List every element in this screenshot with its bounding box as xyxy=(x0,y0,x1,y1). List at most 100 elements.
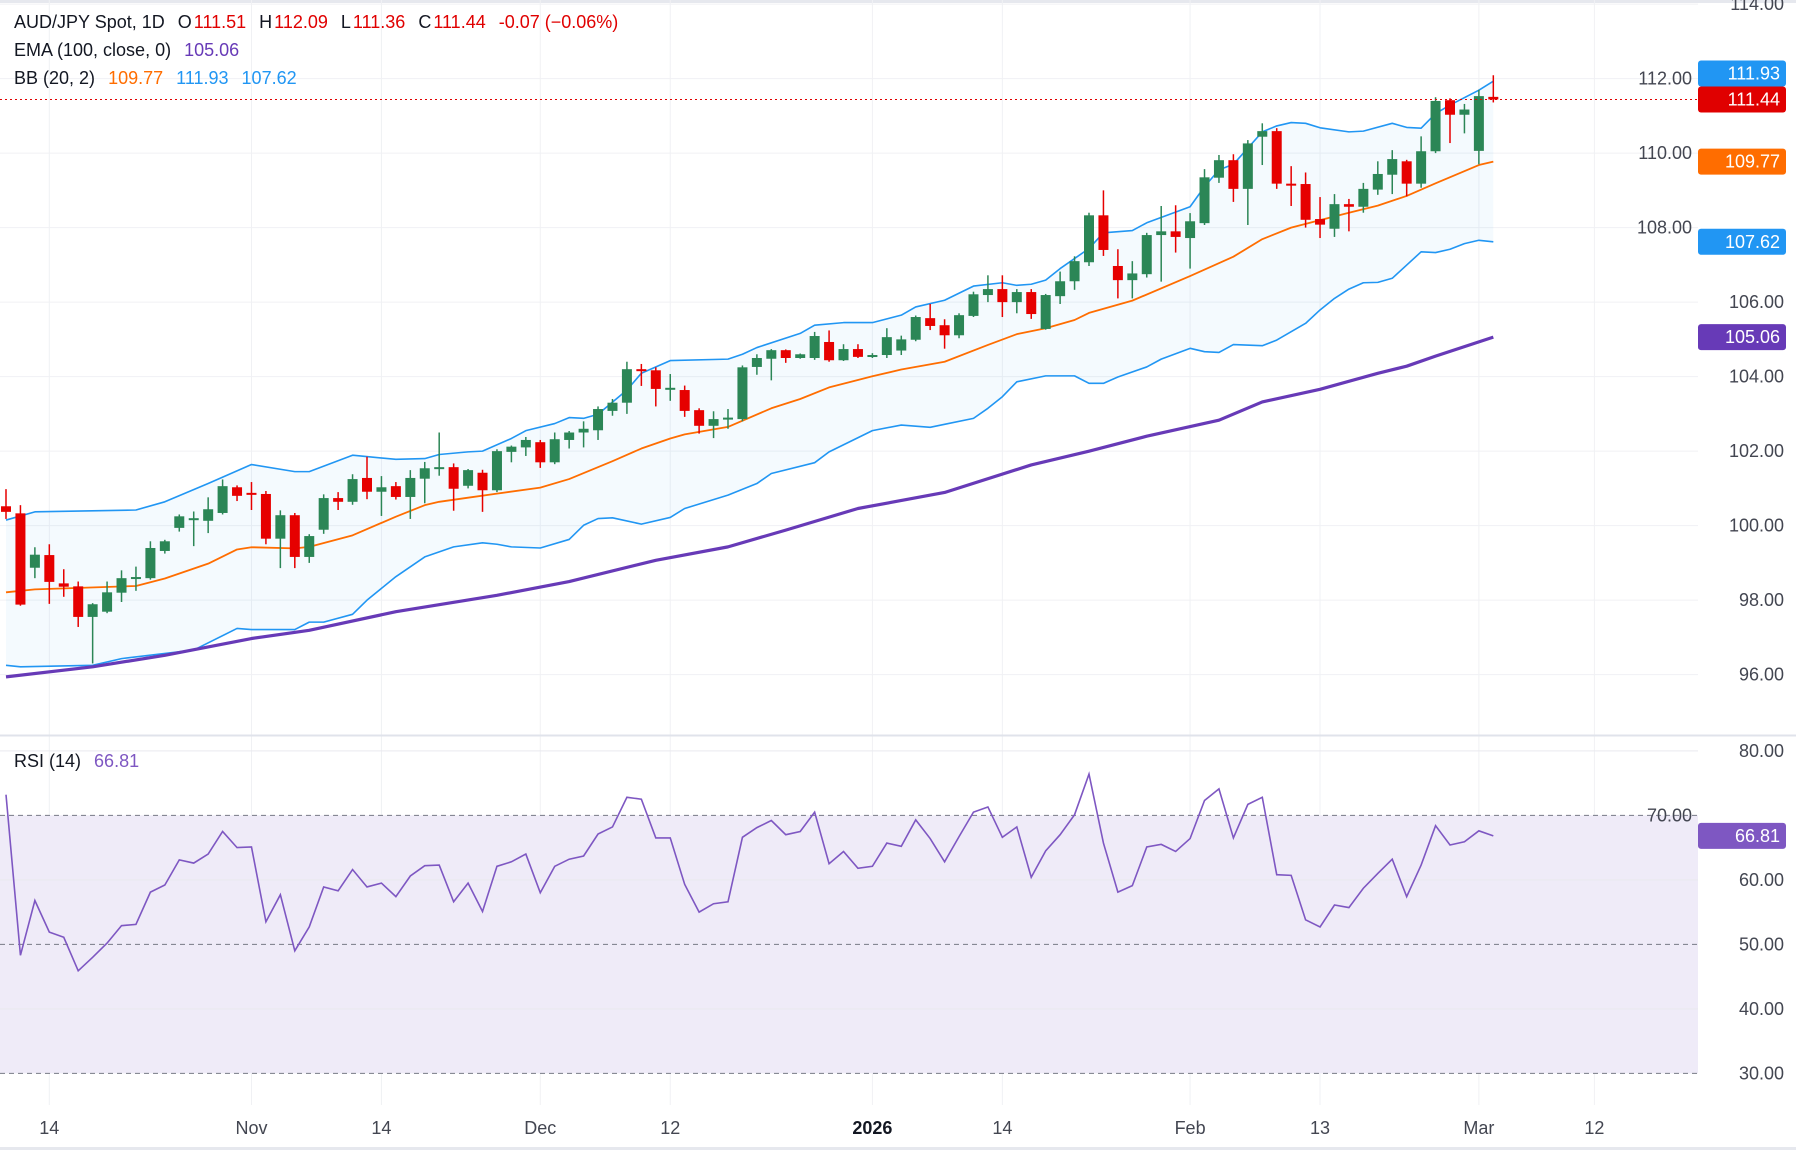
candle-up[interactable] xyxy=(1372,173,1383,190)
candle-down[interactable] xyxy=(362,477,372,492)
candle-down[interactable] xyxy=(232,487,243,496)
candle-up[interactable] xyxy=(838,349,849,361)
candle-up[interactable] xyxy=(116,578,127,593)
candle-up[interactable] xyxy=(954,315,965,336)
candle-up[interactable] xyxy=(434,467,445,470)
candle-up[interactable] xyxy=(275,515,286,539)
candle-up[interactable] xyxy=(896,339,907,351)
candle-up[interactable] xyxy=(1141,235,1152,275)
candle-down[interactable] xyxy=(636,369,647,372)
ema-legend[interactable]: EMA (100, close, 0) 105.06 xyxy=(14,40,247,61)
ema-line[interactable] xyxy=(5,335,1494,679)
candle-down[interactable] xyxy=(1488,96,1499,100)
candle-up[interactable] xyxy=(159,541,170,551)
candle-down[interactable] xyxy=(390,486,401,497)
candle-down[interactable] xyxy=(1,506,11,512)
candle-up[interactable] xyxy=(1242,143,1253,189)
candle-down[interactable] xyxy=(1170,231,1181,237)
candle-up[interactable] xyxy=(1069,261,1080,282)
candle-down[interactable] xyxy=(289,515,300,557)
symbol-title[interactable]: AUD/JPY Spot, 1D xyxy=(14,12,165,32)
candle-up[interactable] xyxy=(347,479,358,502)
candle-down[interactable] xyxy=(44,555,55,582)
candle-up[interactable] xyxy=(203,509,214,521)
candle-down[interactable] xyxy=(333,498,344,502)
candle-up[interactable] xyxy=(607,402,618,411)
candle-up[interactable] xyxy=(1358,188,1369,207)
candle-down[interactable] xyxy=(1315,219,1326,225)
candle-up[interactable] xyxy=(549,439,560,463)
candle-up[interactable] xyxy=(1011,292,1022,303)
candle-up[interactable] xyxy=(723,417,733,420)
candle-up[interactable] xyxy=(405,477,416,497)
candle-up[interactable] xyxy=(419,468,430,479)
rsi-legend[interactable]: RSI (14) 66.81 xyxy=(14,751,147,772)
candle-down[interactable] xyxy=(1112,265,1123,281)
candle-down[interactable] xyxy=(73,586,84,617)
candle-down[interactable] xyxy=(1343,204,1354,207)
candle-up[interactable] xyxy=(318,498,329,530)
candle-down[interactable] xyxy=(852,349,863,357)
candle-down[interactable] xyxy=(448,467,459,489)
candle-up[interactable] xyxy=(1430,100,1441,152)
candle-up[interactable] xyxy=(1040,295,1051,329)
candle-up[interactable] xyxy=(1387,159,1398,175)
candle-down[interactable] xyxy=(477,472,488,491)
candle-up[interactable] xyxy=(867,355,878,358)
candle-up[interactable] xyxy=(29,554,40,568)
candle-up[interactable] xyxy=(304,536,315,557)
candle-up[interactable] xyxy=(593,409,604,431)
candle-down[interactable] xyxy=(15,513,26,605)
candle-up[interactable] xyxy=(217,486,228,513)
candle-up[interactable] xyxy=(1185,221,1196,239)
rsi-line[interactable] xyxy=(5,771,1494,973)
candle-down[interactable] xyxy=(997,289,1008,303)
candle-up[interactable] xyxy=(463,470,474,486)
candle-up[interactable] xyxy=(1055,281,1066,297)
candle-up[interactable] xyxy=(968,294,979,316)
candle-down[interactable] xyxy=(1228,160,1239,189)
candle-up[interactable] xyxy=(1459,109,1470,115)
candle-up[interactable] xyxy=(87,604,98,617)
candle-down[interactable] xyxy=(1271,131,1282,184)
candle-down[interactable] xyxy=(650,370,661,389)
candle-down[interactable] xyxy=(1098,215,1109,250)
candle-up[interactable] xyxy=(188,518,199,521)
candle-up[interactable] xyxy=(809,336,820,359)
candle-down[interactable] xyxy=(780,350,791,359)
candle-up[interactable] xyxy=(130,577,141,580)
candle-up[interactable] xyxy=(665,387,676,390)
candle-down[interactable] xyxy=(1445,100,1455,115)
candle-up[interactable] xyxy=(1199,177,1210,224)
candle-down[interactable] xyxy=(1300,184,1311,220)
candle-up[interactable] xyxy=(708,419,719,426)
candle-down[interactable] xyxy=(694,410,705,426)
candle-up[interactable] xyxy=(491,451,502,491)
candle-up[interactable] xyxy=(376,487,387,492)
candle-up[interactable] xyxy=(910,317,921,340)
candle-up[interactable] xyxy=(1416,151,1427,184)
candle-down[interactable] xyxy=(939,325,950,336)
candle-up[interactable] xyxy=(520,439,531,448)
candle-down[interactable] xyxy=(1401,161,1412,184)
candle-up[interactable] xyxy=(506,446,517,452)
candle-up[interactable] xyxy=(1127,273,1138,281)
candle-down[interactable] xyxy=(1286,183,1297,186)
candle-up[interactable] xyxy=(1473,96,1484,151)
bb-lower-line[interactable] xyxy=(5,239,1494,668)
candle-up[interactable] xyxy=(766,350,777,359)
candle-up[interactable] xyxy=(1213,160,1224,178)
candle-down[interactable] xyxy=(260,493,271,539)
candle-up[interactable] xyxy=(1084,215,1094,263)
candle-up[interactable] xyxy=(1329,204,1340,229)
candle-up[interactable] xyxy=(982,289,993,296)
candle-up[interactable] xyxy=(737,367,748,420)
candle-up[interactable] xyxy=(881,337,892,356)
candle-down[interactable] xyxy=(1026,292,1037,315)
candle-down[interactable] xyxy=(58,583,69,587)
candle-up[interactable] xyxy=(1257,131,1268,137)
candle-up[interactable] xyxy=(578,428,589,433)
bb-upper-line[interactable] xyxy=(5,80,1494,521)
candle-up[interactable] xyxy=(621,369,632,403)
